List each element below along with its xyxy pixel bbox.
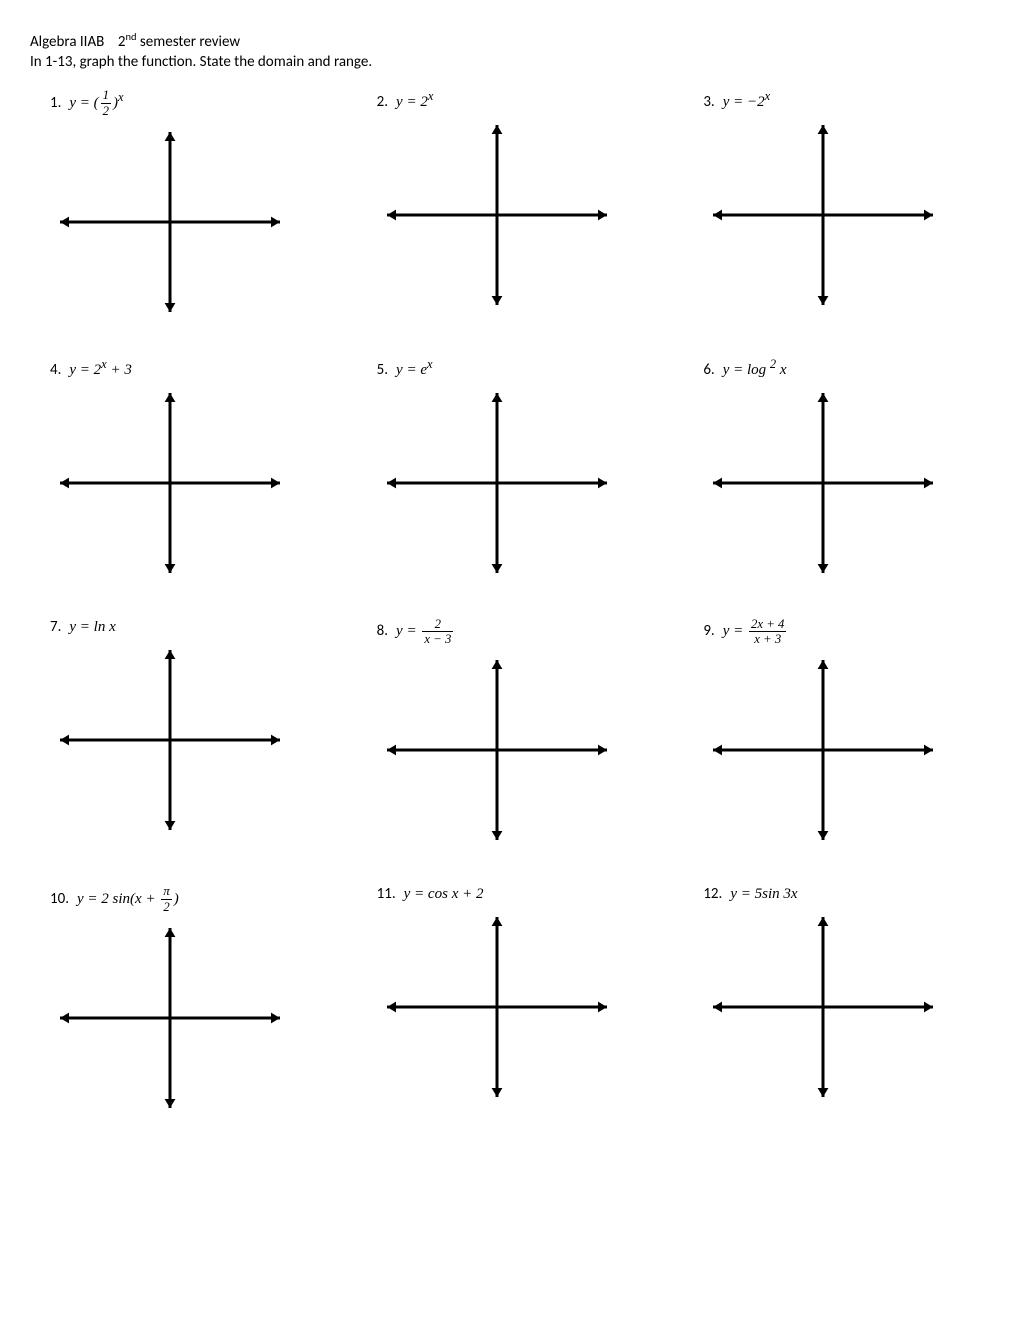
axes-plot [703,650,970,855]
semester-ordinal: nd [125,30,136,43]
problem-number: 12. [703,885,722,903]
problem: 7. y = ln x [50,618,317,856]
problem-label: 6. y = log 2 x [703,357,970,379]
problem: 11. y = cos x + 2 [377,885,644,1123]
problem-number: 5. [377,361,388,379]
problem: 6. y = log 2 x [703,357,970,588]
problem-label: 3. y = −2x [703,89,970,111]
problem: 10. y = 2 sin(x + π2) [50,885,317,1123]
course-name: Algebra IIAB [30,33,104,51]
equation: y = log 2 x [723,357,787,379]
problem-label: 4. y = 2x + 3 [50,357,317,379]
problem-label: 2. y = 2x [377,89,644,111]
problem-number: 8. [377,622,388,640]
problem-number: 2. [377,93,388,111]
problem-number: 11. [377,885,396,903]
axes-plot [703,115,970,320]
axes-plot [377,907,644,1112]
equation: y = cos x + 2 [404,885,484,903]
equation: y = 2x [396,89,433,111]
axes-plot [377,650,644,855]
equation: y = ln x [69,618,115,636]
semester-rest: semester review [137,33,241,51]
equation: y = 2x + 3 [69,357,131,379]
problem-number: 4. [50,361,61,379]
problem: 8. y = 2x − 3 [377,618,644,856]
problem-number: 1. [50,94,61,112]
problem: 12. y = 5sin 3x [703,885,970,1123]
problem-number: 3. [703,93,714,111]
problem: 1. y = (12)x [50,89,317,327]
axes-plot [377,115,644,320]
problem-label: 5. y = ex [377,357,644,379]
axes-plot [50,640,317,845]
axes-plot [703,383,970,588]
instructions: In 1-13, graph the function. State the d… [30,53,990,71]
problem: 3. y = −2x [703,89,970,327]
axes-plot [377,383,644,588]
axes-plot [703,907,970,1112]
worksheet-header: Algebra IIAB 2nd semester review [30,30,990,51]
problem-label: 7. y = ln x [50,618,317,636]
problem: 5. y = ex [377,357,644,588]
equation: y = 2x − 3 [396,618,455,647]
problem-number: 9. [703,622,714,640]
equation: y = −2x [723,89,770,111]
problem: 9. y = 2x + 4x + 3 [703,618,970,856]
problem-label: 10. y = 2 sin(x + π2) [50,885,317,914]
axes-plot [50,918,317,1123]
equation: y = (12)x [69,89,123,118]
problem: 2. y = 2x [377,89,644,327]
equation: y = 5sin 3x [730,885,797,903]
problem-label: 1. y = (12)x [50,89,317,118]
problem-number: 10. [50,890,69,908]
equation: y = 2x + 4x + 3 [723,618,789,647]
axes-plot [50,122,317,327]
problem: 4. y = 2x + 3 [50,357,317,588]
equation: y = ex [396,357,433,379]
problem-grid: 1. y = (12)x 2. y = 2x 3. y = −2x 4. y = 2x … [50,89,970,1123]
problem-number: 6. [703,361,714,379]
axes-plot [50,383,317,588]
problem-label: 11. y = cos x + 2 [377,885,644,903]
equation: y = 2 sin(x + π2) [77,885,179,914]
problem-label: 9. y = 2x + 4x + 3 [703,618,970,647]
problem-label: 12. y = 5sin 3x [703,885,970,903]
problem-label: 8. y = 2x − 3 [377,618,644,647]
problem-number: 7. [50,618,61,636]
